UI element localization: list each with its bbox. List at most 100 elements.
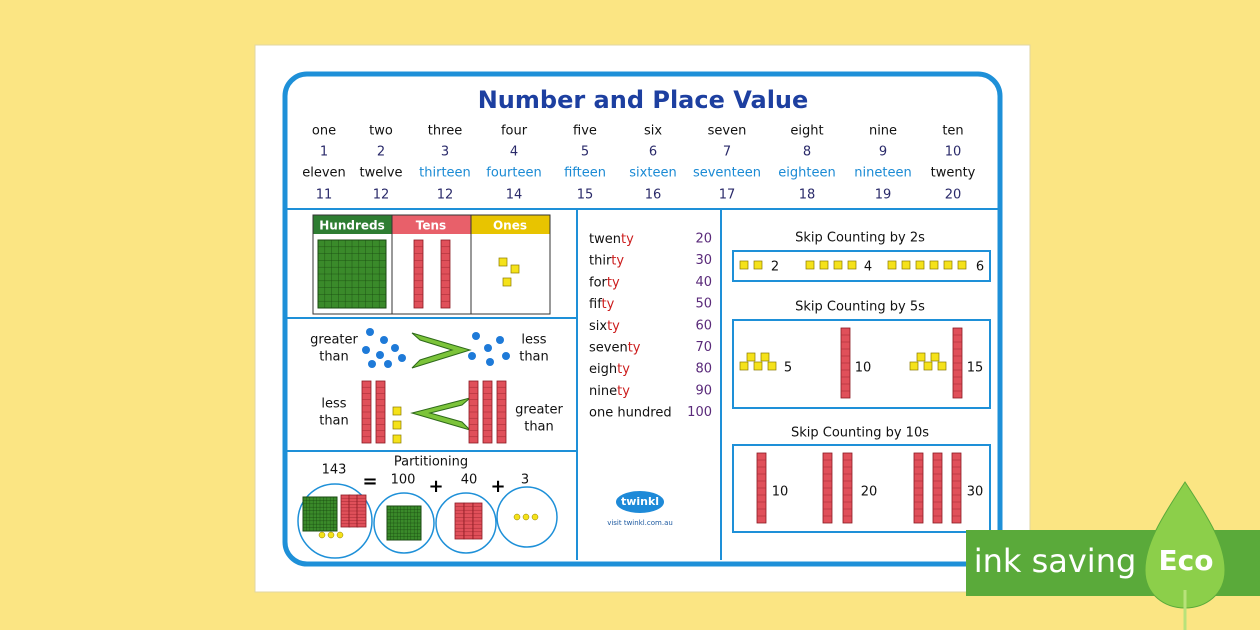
skip-box: [732, 250, 991, 282]
border: [282, 71, 1003, 567]
label: than: [524, 420, 554, 435]
section-title: Partitioning: [394, 455, 468, 470]
tens-number: 40: [695, 275, 712, 290]
header-bg: [471, 215, 550, 234]
tens-word: sixty: [589, 318, 620, 333]
suffix: ty: [607, 275, 620, 290]
numeral: 8: [803, 145, 811, 160]
skip-label: 30: [967, 485, 984, 500]
dot: [366, 328, 374, 336]
cube: [760, 352, 770, 362]
cube: [916, 352, 926, 362]
title: Number and Place Value: [478, 86, 809, 114]
stem: nine: [589, 383, 617, 398]
cube: [887, 260, 897, 270]
cube: [510, 264, 520, 274]
header: Ones: [493, 219, 527, 233]
numeral: 7: [723, 145, 731, 160]
tens-number: 60: [695, 318, 712, 333]
numeral: 3: [441, 145, 449, 160]
operator: +: [490, 476, 505, 497]
cube: [753, 260, 763, 270]
numeral: 19: [875, 188, 892, 203]
part: 100: [391, 473, 416, 488]
crocodile: [411, 332, 472, 369]
badge-eco: Eco: [1159, 544, 1214, 577]
tens-word: ninety: [589, 383, 630, 398]
dot: [384, 360, 392, 368]
cube: [746, 352, 756, 362]
whole: 143: [322, 463, 347, 478]
number-word: four: [501, 124, 528, 139]
part: 40: [461, 473, 478, 488]
label: greater: [515, 403, 563, 418]
header: Tens: [416, 219, 446, 233]
place-value-box: [312, 214, 551, 315]
numeral: 18: [799, 188, 816, 203]
dot: [380, 336, 388, 344]
skip-title: Skip Counting by 2s: [795, 231, 925, 246]
tens-word: forty: [589, 275, 620, 290]
cube: [498, 257, 508, 267]
cube-dot: [522, 513, 530, 521]
cube-dot: [336, 531, 344, 539]
skip-label: 2: [771, 260, 779, 275]
header-bg: [392, 215, 471, 234]
tens-word: one hundred: [589, 405, 672, 420]
cube: [957, 260, 967, 270]
cube: [805, 260, 815, 270]
dot: [362, 346, 370, 354]
cube: [901, 260, 911, 270]
cube: [909, 361, 919, 371]
stem: thir: [589, 253, 612, 268]
number-word: five: [573, 124, 597, 139]
skip-label: 15: [967, 361, 984, 376]
numeral: 12: [437, 188, 454, 203]
label: than: [319, 350, 349, 365]
skip-label: 20: [861, 485, 878, 500]
cube: [392, 406, 402, 416]
cube: [915, 260, 925, 270]
cube-dot: [327, 531, 335, 539]
dot: [484, 344, 492, 352]
numeral: 12: [373, 188, 390, 203]
skip-box: [732, 319, 991, 409]
numeral: 1: [320, 145, 328, 160]
skip-box: [732, 444, 991, 533]
suffix: ty: [617, 383, 630, 398]
suffix: ty: [628, 340, 641, 355]
numeral: 15: [577, 188, 594, 203]
numeral: 20: [945, 188, 962, 203]
operator: =: [362, 471, 377, 492]
skip-title: Skip Counting by 10s: [791, 426, 929, 441]
number-word: sixteen: [629, 166, 676, 181]
dot: [496, 336, 504, 344]
circle: [435, 492, 497, 554]
tens-number: 80: [695, 362, 712, 377]
skip-label: 5: [784, 361, 792, 376]
tens-number: 70: [695, 340, 712, 355]
label: greater: [310, 333, 358, 348]
suffix: ty: [602, 297, 615, 312]
number-word: one: [312, 124, 336, 139]
cube: [923, 361, 933, 371]
numeral: 6: [649, 145, 657, 160]
logo-shape: [616, 491, 664, 513]
tens-number: 30: [695, 253, 712, 268]
cube: [929, 260, 939, 270]
skip-label: 4: [864, 260, 872, 275]
tens-number: 20: [695, 232, 712, 247]
numeral: 11: [316, 188, 333, 203]
cube: [753, 361, 763, 371]
number-word: thirteen: [419, 166, 471, 181]
tens-word: thirty: [589, 253, 624, 268]
cube: [739, 361, 749, 371]
tens-number: 90: [695, 383, 712, 398]
number-word: nineteen: [854, 166, 911, 181]
numeral: 17: [719, 188, 736, 203]
numeral: 10: [945, 145, 962, 160]
logo: twinkl: [621, 495, 659, 508]
crocodile: [410, 397, 471, 431]
cube: [392, 434, 402, 444]
number-word: fourteen: [486, 166, 541, 181]
